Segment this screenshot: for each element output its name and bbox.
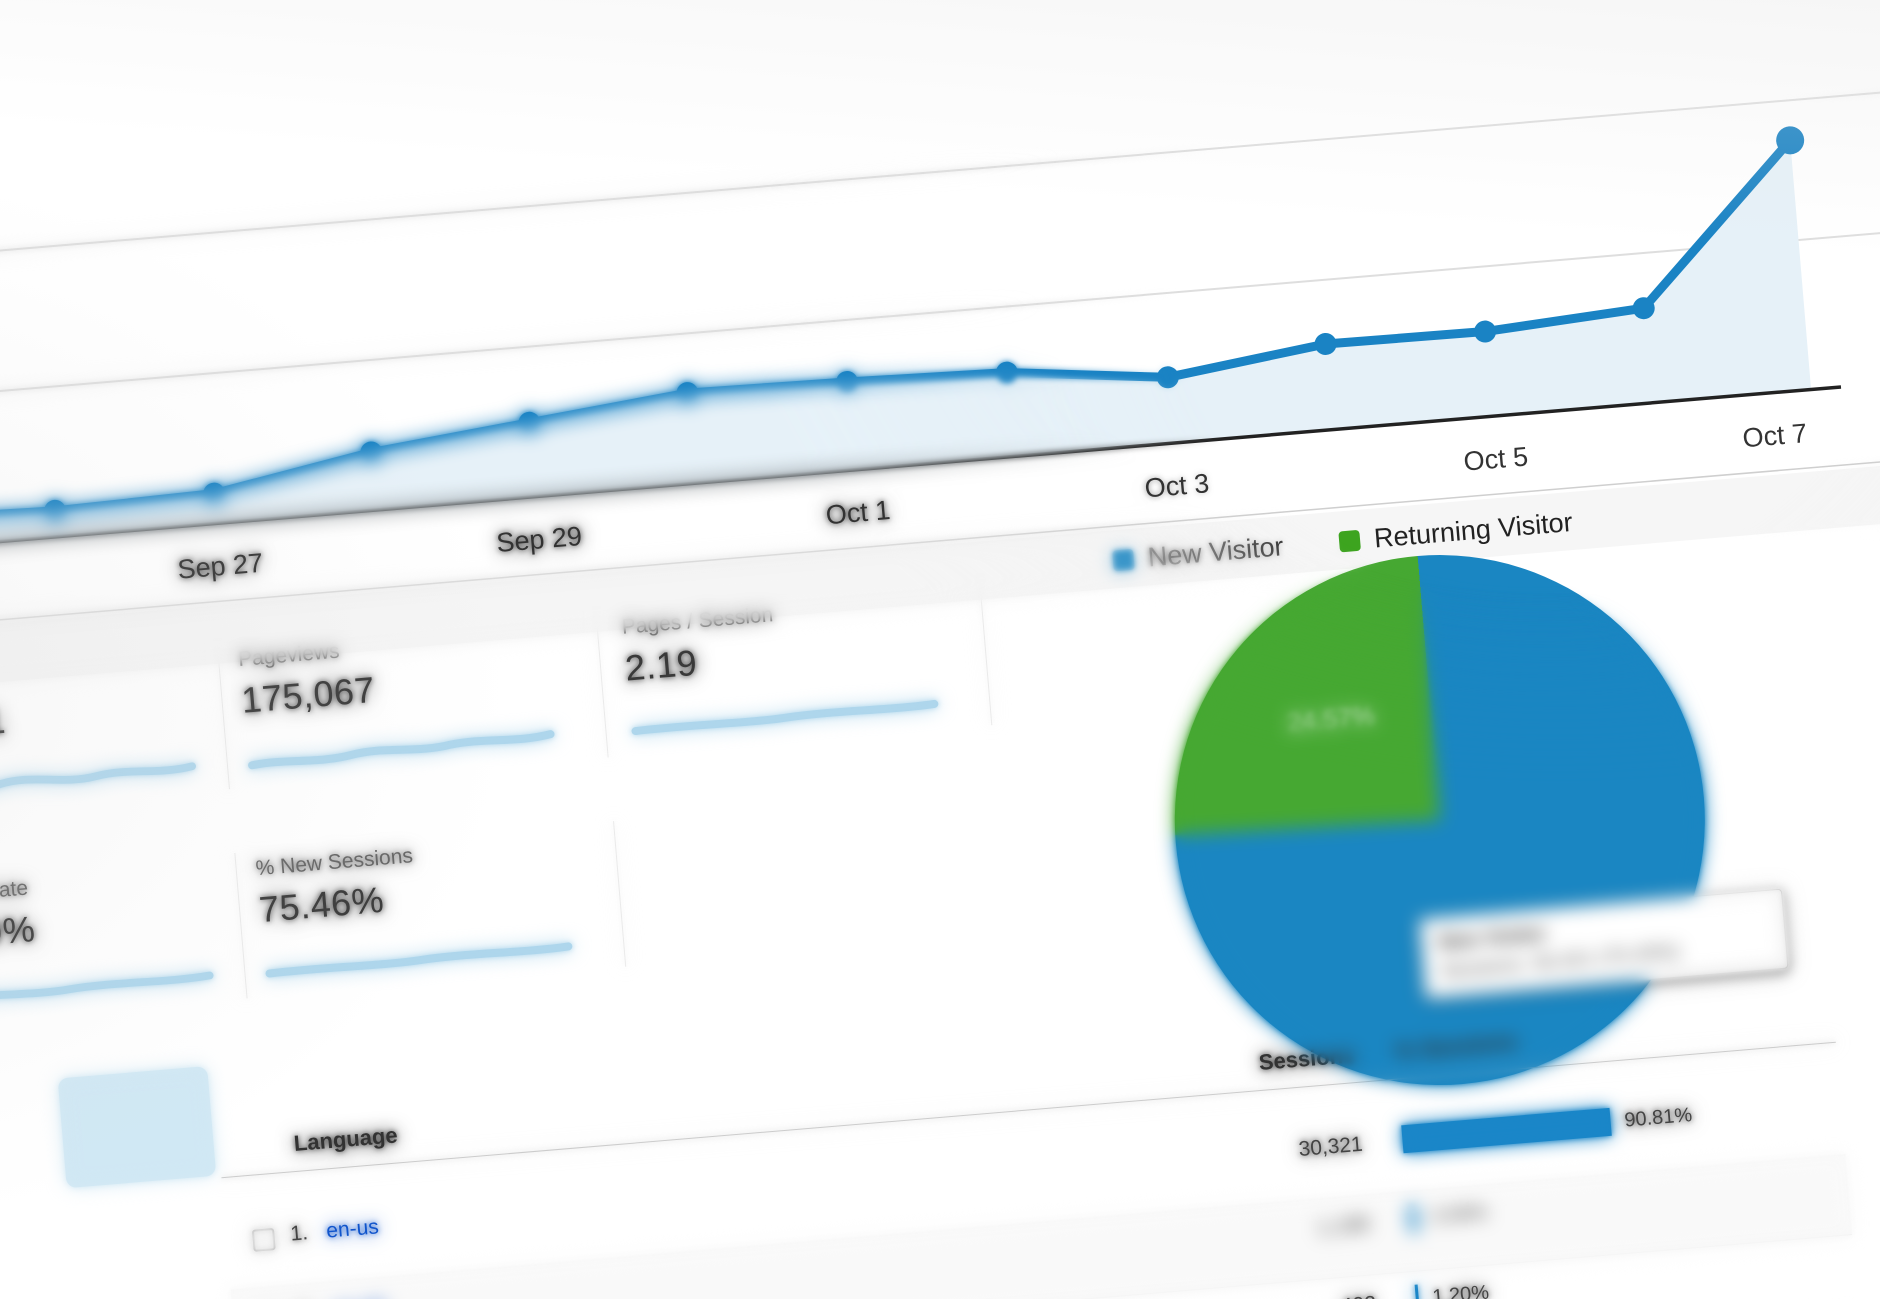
language-link[interactable]: en-gb: [332, 1295, 388, 1299]
visitor-type-pie-chart[interactable]: 24.57%: [1153, 533, 1727, 1107]
new-visitor-swatch-icon: [1112, 548, 1135, 572]
sessions-value: 1,198: [1316, 1212, 1371, 1240]
x-tick-label: Oct 1: [825, 495, 892, 530]
pie-slice-percentage: 24.57%: [1285, 700, 1377, 738]
percent-sessions-value: 90.81%: [1623, 1103, 1693, 1132]
row-checkbox[interactable]: [251, 1228, 276, 1252]
metric-card-pageviews[interactable]: Pageviews 175,067: [226, 611, 609, 789]
area-fill: [0, 140, 1812, 551]
sparkline: [631, 699, 939, 736]
sparkline: [0, 762, 196, 801]
table-header-language[interactable]: Language: [292, 1122, 399, 1157]
x-tick-label: Oct 7: [1741, 418, 1808, 453]
sparkline: [0, 971, 214, 1006]
language-link[interactable]: en-us: [325, 1215, 380, 1243]
sessions-value: 402: [1186, 1292, 1377, 1299]
x-tick-label: Oct 3: [1144, 468, 1211, 503]
metric-card-pages-per-session[interactable]: Pages / Session 2.19: [610, 579, 993, 757]
table-header-sessions[interactable]: Sessions: [1257, 1041, 1357, 1075]
sidebar-highlight-chip: [57, 1066, 217, 1189]
x-tick-label: Oct 5: [1462, 441, 1529, 476]
returning-visitor-swatch-icon: [1338, 529, 1362, 553]
percent-sessions-value: 1.20%: [1431, 1281, 1490, 1299]
percent-sessions-bar: [1414, 1284, 1420, 1299]
sparkline: [248, 730, 555, 770]
metric-card-bounce-rate[interactable]: Bounce Rate 46.09%: [0, 852, 248, 1027]
x-tick-label: Sep 29: [495, 521, 583, 558]
percent-sessions-bar: [1401, 1107, 1612, 1154]
percent-sessions-value: 3.59%: [1430, 1200, 1489, 1228]
sparkline: [265, 942, 573, 978]
metric-card-new-sessions[interactable]: % New Sessions 75.46%: [244, 821, 627, 998]
metric-card-users[interactable]: Users 75,261: [0, 643, 230, 818]
sessions-value: 30,321: [1297, 1132, 1364, 1161]
percent-sessions-bar: [1407, 1204, 1419, 1233]
x-tick-label: Sep 27: [176, 548, 264, 585]
row-rank: 1.: [289, 1221, 309, 1246]
gridline: [0, 84, 1880, 267]
